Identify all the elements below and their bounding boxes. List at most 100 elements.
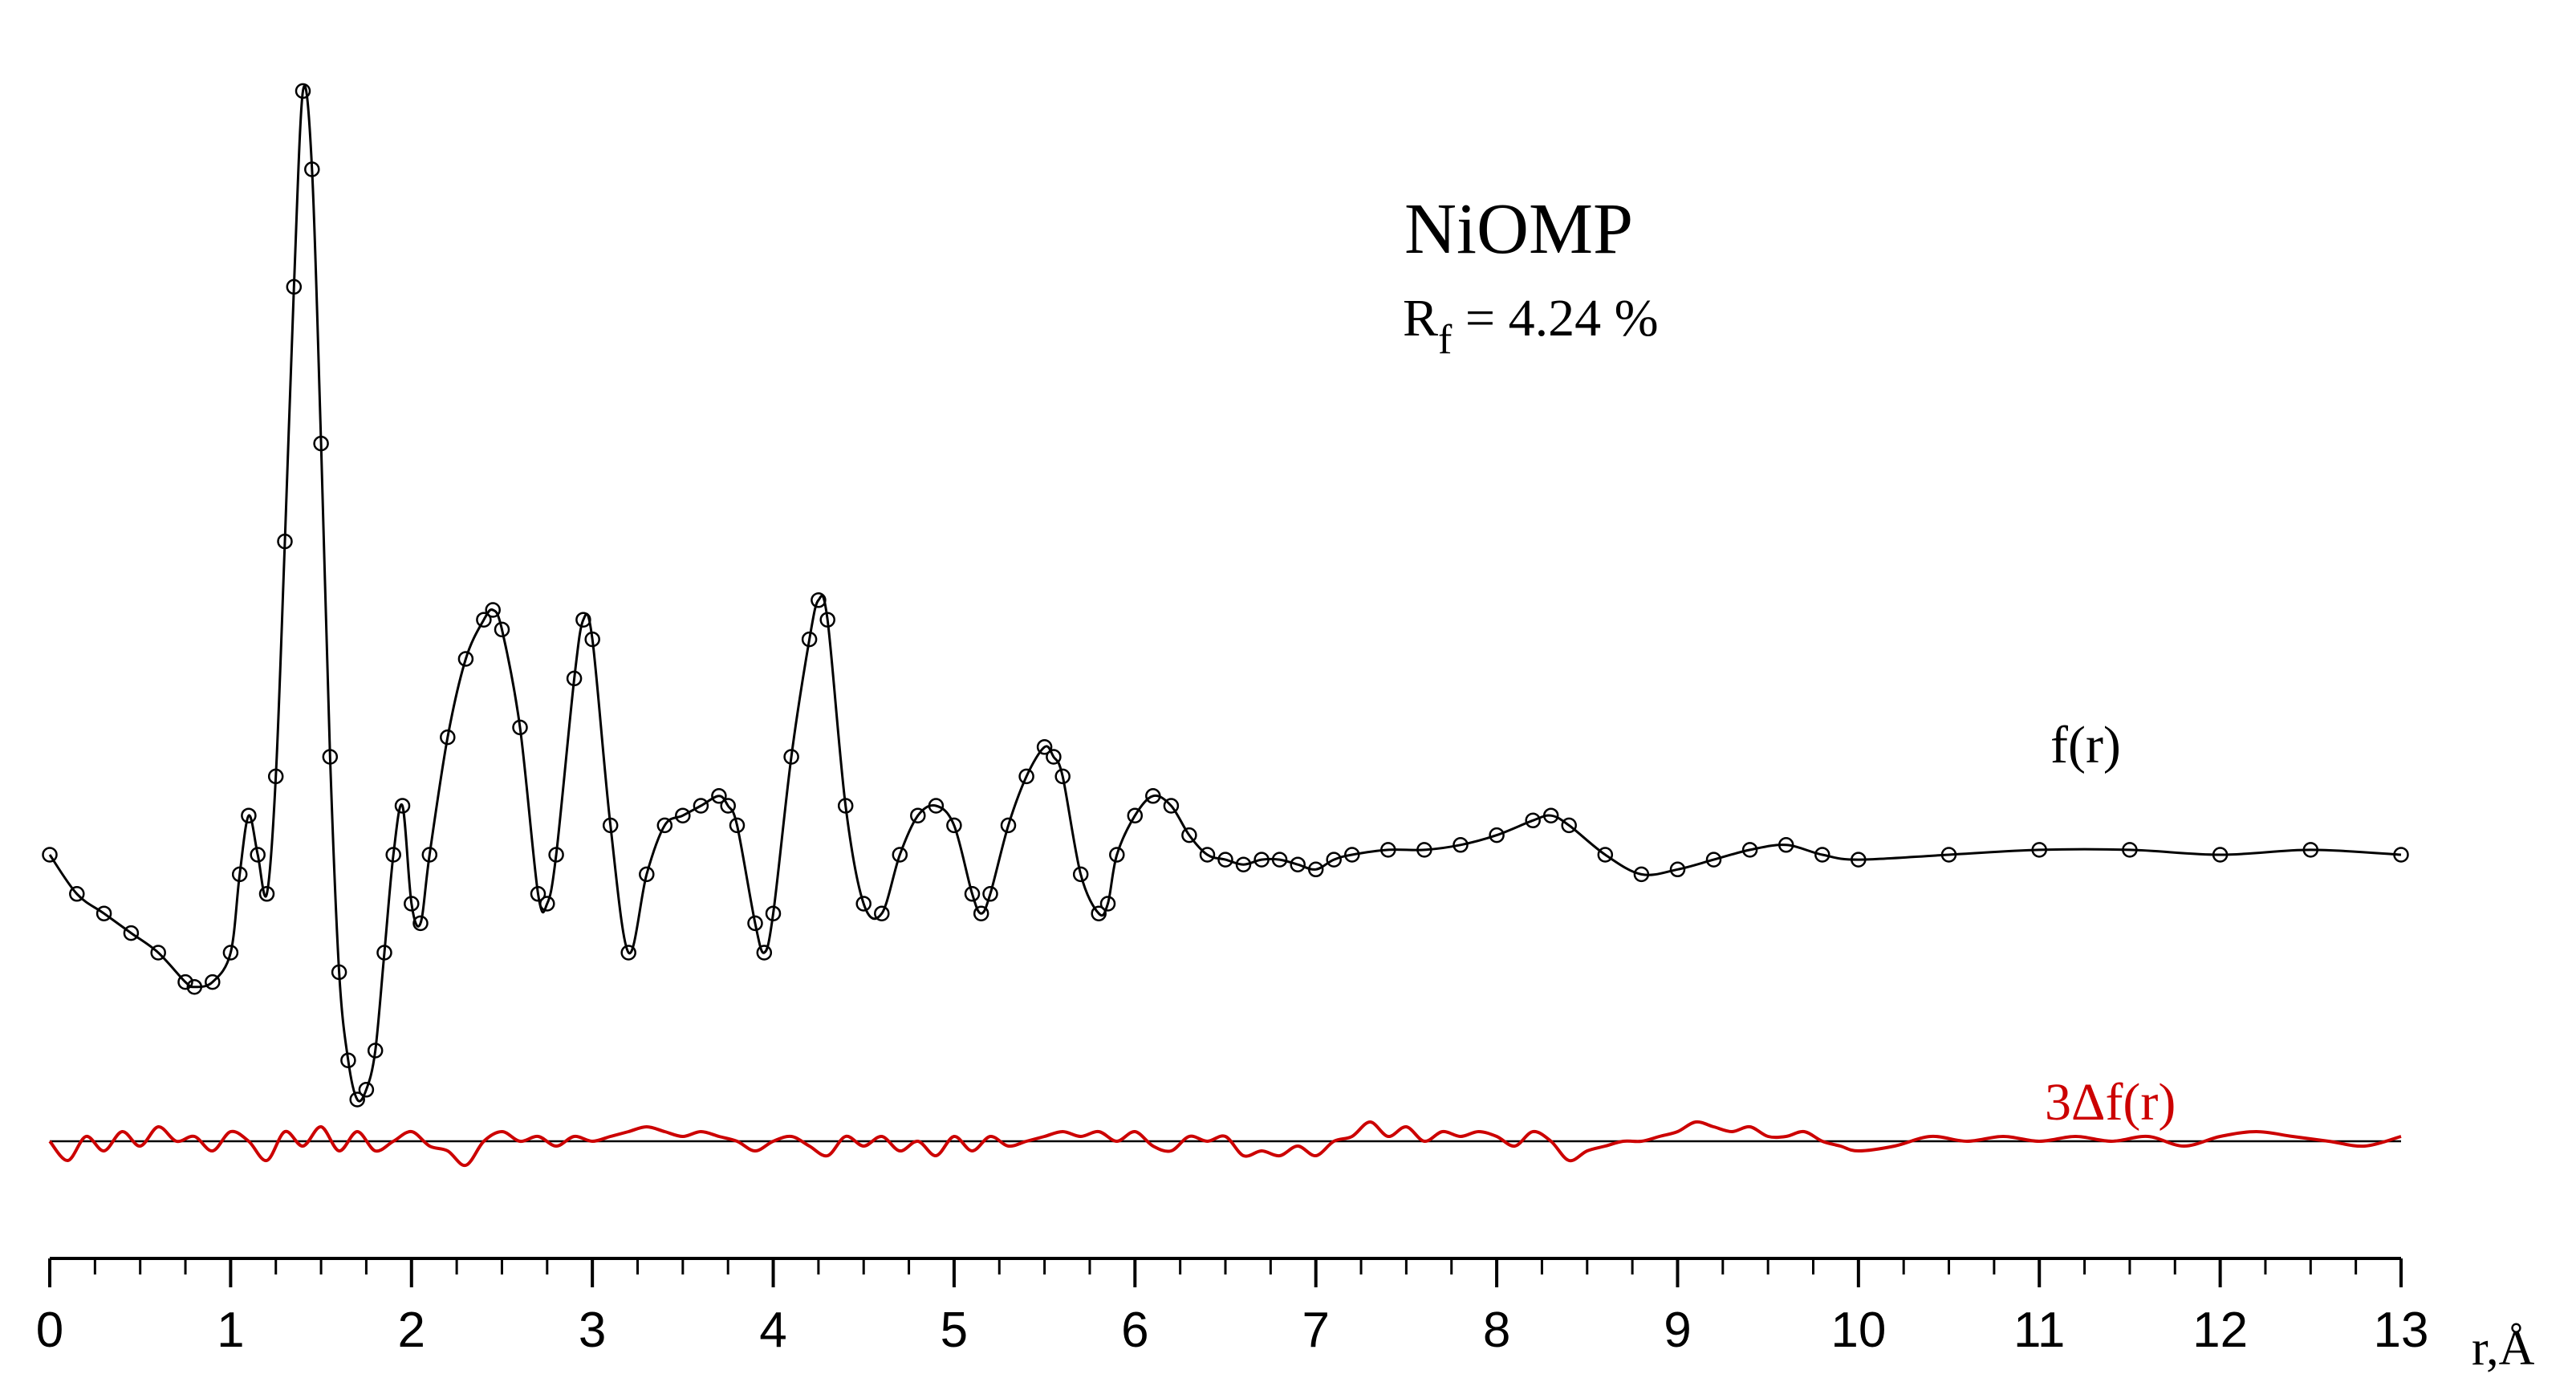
- data-point: [186, 978, 203, 995]
- data-point: [1253, 852, 1270, 868]
- x-tick-label: 7: [1302, 1303, 1329, 1358]
- data-point: [656, 817, 673, 834]
- data-point: [964, 886, 981, 902]
- data-point: [1099, 896, 1116, 912]
- x-tick-label: 11: [2013, 1303, 2065, 1358]
- series-label-delta: 3Δf(r): [2045, 1073, 2176, 1132]
- data-point: [376, 945, 392, 961]
- data-point: [421, 847, 438, 863]
- data-point: [222, 945, 239, 961]
- data-point: [267, 768, 284, 785]
- data-point: [1597, 847, 1614, 863]
- data-point: [928, 798, 945, 814]
- data-point: [973, 905, 989, 921]
- x-tick-label: 1: [217, 1303, 244, 1358]
- data-point: [1705, 852, 1722, 868]
- data-point: [693, 798, 709, 814]
- data-point: [548, 847, 564, 863]
- data-point: [910, 807, 926, 823]
- data-point: [340, 1052, 356, 1068]
- rf-annotation: Rf = 4.24 %: [1403, 289, 1659, 363]
- chart-title: NiOMP: [1404, 189, 1633, 269]
- data-point: [1380, 842, 1396, 858]
- data-point: [512, 719, 528, 736]
- x-tick-label: 13: [2374, 1303, 2429, 1358]
- data-point: [313, 435, 329, 452]
- data-point: [1326, 852, 1342, 868]
- data-point: [231, 866, 248, 883]
- data-point: [457, 651, 474, 667]
- data-point: [729, 817, 746, 834]
- data-point: [476, 612, 492, 628]
- data-point: [331, 964, 347, 981]
- data-point: [566, 670, 583, 687]
- data-point: [639, 866, 655, 883]
- data-point: [1217, 852, 1233, 868]
- data-point: [349, 1091, 365, 1108]
- data-point: [1669, 861, 1686, 878]
- data-point: [367, 1043, 384, 1059]
- data-point: [620, 945, 636, 961]
- data-point: [892, 847, 908, 863]
- data-point: [241, 807, 257, 823]
- data-point: [1109, 847, 1125, 863]
- data-point: [1307, 861, 1324, 878]
- data-point: [837, 798, 854, 814]
- data-point: [42, 847, 58, 863]
- x-tick-label: 0: [36, 1303, 63, 1358]
- data-point: [205, 974, 221, 990]
- series-delta-line: [48, 1120, 2402, 1168]
- data-point: [756, 945, 773, 961]
- plot-area: [42, 83, 2409, 1168]
- data-point: [277, 533, 293, 550]
- data-point: [819, 612, 835, 628]
- data-point: [747, 915, 763, 932]
- data-point: [358, 1082, 375, 1098]
- data-point: [304, 161, 320, 177]
- data-point: [575, 612, 591, 628]
- data-point: [946, 817, 962, 834]
- data-point: [295, 83, 311, 100]
- x-tick-label: 8: [1483, 1303, 1510, 1358]
- data-point: [1046, 749, 1062, 765]
- data-point: [150, 945, 166, 961]
- data-point: [1127, 807, 1144, 823]
- data-point: [258, 886, 275, 902]
- data-point: [855, 896, 872, 912]
- data-point: [711, 788, 727, 804]
- data-point: [322, 749, 339, 765]
- data-point: [1235, 856, 1252, 872]
- data-point: [69, 886, 85, 902]
- x-tick-label: 9: [1664, 1303, 1691, 1358]
- data-point: [385, 847, 401, 863]
- data-point: [412, 915, 429, 932]
- data-point: [720, 798, 736, 814]
- rf-symbol: R: [1403, 289, 1438, 348]
- data-point: [982, 886, 998, 902]
- data-point: [1741, 842, 1758, 858]
- data-point: [530, 886, 546, 902]
- data-point: [1489, 827, 1505, 844]
- data-point: [1181, 827, 1197, 844]
- x-tick-label: 4: [759, 1303, 786, 1358]
- data-point: [95, 905, 112, 921]
- data-point: [1036, 739, 1053, 755]
- rf-subscript: f: [1438, 317, 1453, 363]
- x-tick-label: 3: [579, 1303, 606, 1358]
- x-tick-label: 2: [398, 1303, 425, 1358]
- data-point: [494, 621, 510, 638]
- data-point: [1416, 842, 1432, 858]
- x-tick-label: 6: [1121, 1303, 1148, 1358]
- data-point: [1271, 852, 1288, 868]
- data-point: [539, 896, 555, 912]
- data-point: [1814, 847, 1830, 863]
- x-tick-label: 12: [2192, 1303, 2248, 1358]
- x-tick-label: 5: [941, 1303, 968, 1358]
- data-point: [1453, 837, 1469, 853]
- data-point: [1091, 905, 1107, 921]
- data-point: [250, 847, 266, 863]
- data-point: [123, 925, 140, 941]
- data-point: [1851, 852, 1867, 868]
- data-point: [2393, 847, 2409, 863]
- data-point: [2031, 842, 2047, 858]
